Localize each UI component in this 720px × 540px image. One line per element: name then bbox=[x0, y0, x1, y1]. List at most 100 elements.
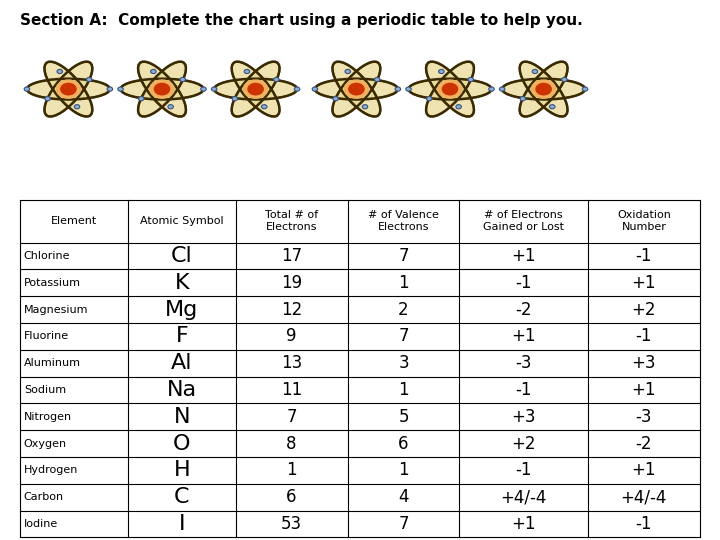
Text: 7: 7 bbox=[398, 247, 409, 265]
Text: -1: -1 bbox=[636, 247, 652, 265]
Text: 6: 6 bbox=[287, 488, 297, 506]
Ellipse shape bbox=[27, 79, 110, 99]
Circle shape bbox=[345, 70, 351, 73]
Circle shape bbox=[294, 87, 300, 91]
Text: Sodium: Sodium bbox=[24, 385, 66, 395]
Text: C: C bbox=[174, 487, 189, 507]
Text: # of Valence
Electrons: # of Valence Electrons bbox=[368, 211, 439, 232]
Text: -2: -2 bbox=[636, 435, 652, 453]
Ellipse shape bbox=[502, 79, 585, 99]
Text: +3: +3 bbox=[631, 354, 656, 372]
Circle shape bbox=[24, 87, 30, 91]
Circle shape bbox=[56, 80, 81, 98]
Ellipse shape bbox=[45, 62, 92, 117]
Circle shape bbox=[232, 97, 238, 101]
Ellipse shape bbox=[426, 62, 474, 117]
Text: N: N bbox=[174, 407, 190, 427]
Text: 1: 1 bbox=[398, 461, 409, 480]
Circle shape bbox=[244, 70, 250, 73]
Text: +1: +1 bbox=[511, 327, 536, 346]
Text: Chlorine: Chlorine bbox=[24, 251, 71, 261]
Circle shape bbox=[442, 83, 458, 95]
Ellipse shape bbox=[408, 79, 492, 99]
Text: 19: 19 bbox=[281, 274, 302, 292]
Text: +1: +1 bbox=[631, 461, 656, 480]
Text: +2: +2 bbox=[511, 435, 536, 453]
Circle shape bbox=[333, 97, 338, 101]
Text: Element: Element bbox=[51, 216, 97, 226]
Text: 6: 6 bbox=[398, 435, 409, 453]
Text: Magnesium: Magnesium bbox=[24, 305, 89, 315]
Circle shape bbox=[150, 80, 174, 98]
Circle shape bbox=[532, 70, 538, 73]
Text: +1: +1 bbox=[511, 247, 536, 265]
Text: Cl: Cl bbox=[171, 246, 193, 266]
Ellipse shape bbox=[138, 62, 186, 117]
Circle shape bbox=[107, 87, 112, 91]
Circle shape bbox=[456, 105, 462, 109]
Text: 7: 7 bbox=[398, 327, 409, 346]
Text: Carbon: Carbon bbox=[24, 492, 64, 502]
Text: 8: 8 bbox=[287, 435, 297, 453]
Circle shape bbox=[520, 97, 526, 101]
Circle shape bbox=[468, 77, 474, 82]
Circle shape bbox=[138, 97, 144, 101]
Text: 4: 4 bbox=[398, 488, 409, 506]
Circle shape bbox=[180, 77, 186, 82]
Text: +1: +1 bbox=[511, 515, 536, 533]
Circle shape bbox=[500, 87, 505, 91]
Ellipse shape bbox=[333, 62, 380, 117]
Text: 13: 13 bbox=[281, 354, 302, 372]
Text: Al: Al bbox=[171, 353, 192, 373]
Text: +1: +1 bbox=[631, 274, 656, 292]
Text: -2: -2 bbox=[516, 301, 532, 319]
Text: Hydrogen: Hydrogen bbox=[24, 465, 78, 475]
Text: Section A:  Complete the chart using a periodic table to help you.: Section A: Complete the chart using a pe… bbox=[20, 14, 583, 29]
Circle shape bbox=[248, 83, 264, 95]
Text: F: F bbox=[176, 326, 188, 346]
Ellipse shape bbox=[520, 62, 567, 117]
Circle shape bbox=[562, 77, 567, 82]
Circle shape bbox=[168, 105, 174, 109]
Circle shape bbox=[154, 83, 170, 95]
Ellipse shape bbox=[520, 62, 567, 117]
Circle shape bbox=[348, 83, 364, 95]
Text: I: I bbox=[179, 514, 185, 534]
Text: +3: +3 bbox=[511, 408, 536, 426]
Text: K: K bbox=[174, 273, 189, 293]
Text: -1: -1 bbox=[516, 381, 532, 399]
Circle shape bbox=[489, 87, 494, 91]
Circle shape bbox=[531, 80, 556, 98]
Circle shape bbox=[426, 97, 432, 101]
Text: 17: 17 bbox=[281, 247, 302, 265]
Text: 5: 5 bbox=[398, 408, 409, 426]
Text: 1: 1 bbox=[398, 274, 409, 292]
Ellipse shape bbox=[138, 62, 186, 117]
Text: 53: 53 bbox=[281, 515, 302, 533]
Circle shape bbox=[86, 77, 92, 82]
Text: Atomic Symbol: Atomic Symbol bbox=[140, 216, 224, 226]
Circle shape bbox=[201, 87, 206, 91]
Circle shape bbox=[582, 87, 588, 91]
Text: -1: -1 bbox=[516, 461, 532, 480]
Text: 1: 1 bbox=[287, 461, 297, 480]
Text: -1: -1 bbox=[636, 327, 652, 346]
Text: O: O bbox=[173, 434, 191, 454]
Circle shape bbox=[438, 80, 462, 98]
Text: 9: 9 bbox=[287, 327, 297, 346]
Text: Nitrogen: Nitrogen bbox=[24, 412, 72, 422]
Circle shape bbox=[274, 77, 279, 82]
Text: -3: -3 bbox=[636, 408, 652, 426]
Ellipse shape bbox=[315, 79, 398, 99]
Text: Fluorine: Fluorine bbox=[24, 332, 69, 341]
Text: +1: +1 bbox=[631, 381, 656, 399]
Ellipse shape bbox=[426, 62, 474, 117]
Ellipse shape bbox=[232, 62, 279, 117]
Text: Oxygen: Oxygen bbox=[24, 438, 67, 449]
Text: +4/-4: +4/-4 bbox=[500, 488, 547, 506]
Text: 12: 12 bbox=[281, 301, 302, 319]
Circle shape bbox=[406, 87, 411, 91]
Circle shape bbox=[60, 83, 76, 95]
Text: +4/-4: +4/-4 bbox=[621, 488, 667, 506]
Text: Potassium: Potassium bbox=[24, 278, 81, 288]
